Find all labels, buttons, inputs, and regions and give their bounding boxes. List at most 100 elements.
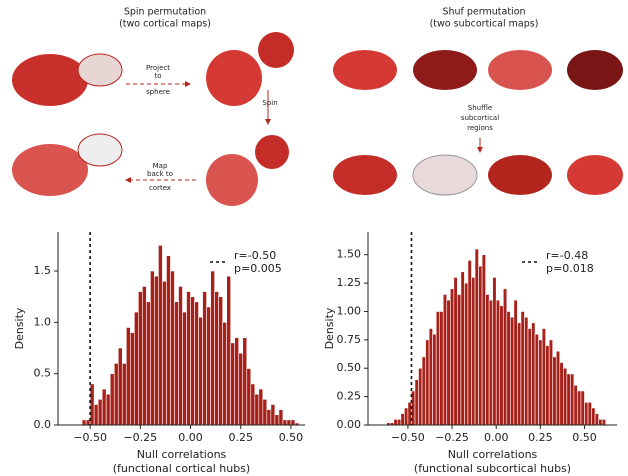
structure-icon [413, 50, 477, 90]
bar [553, 357, 557, 425]
bar [239, 353, 243, 425]
bar [577, 391, 581, 425]
structure-icon [488, 50, 552, 90]
bar [235, 338, 239, 425]
bar [546, 346, 550, 425]
bar [468, 260, 472, 425]
bar [255, 394, 259, 425]
bar [243, 338, 247, 425]
panel-title: (two subcortical maps) [430, 19, 539, 30]
bar [563, 368, 567, 425]
figure: Spin permutation (two cortical maps) Pro… [0, 0, 628, 476]
bar [503, 289, 507, 425]
bar [106, 394, 110, 425]
bar [585, 402, 589, 425]
bar [114, 363, 118, 425]
bar [130, 333, 134, 425]
bar [581, 391, 585, 425]
bar [166, 256, 170, 425]
bar [507, 311, 511, 425]
annotation: p=0.005 [234, 262, 282, 275]
bar [158, 245, 162, 425]
annotation: p=0.018 [546, 262, 594, 275]
annotation: r=-0.48 [546, 249, 588, 262]
bar [479, 266, 483, 425]
bar [397, 419, 401, 425]
spin-diagram: Spin permutation (two cortical maps) Pro… [12, 7, 294, 207]
bar [138, 292, 142, 425]
x-axis-label: Null correlations [448, 448, 538, 461]
bar [599, 419, 603, 425]
panel-title: Shuf permutation [442, 7, 525, 18]
y-tick-label: 0.5 [34, 367, 52, 380]
structure-icon [567, 155, 623, 195]
bar [521, 311, 525, 425]
bar [496, 300, 500, 425]
step-label: to [154, 72, 161, 80]
step-label: back to [147, 170, 173, 178]
bar [556, 351, 560, 425]
y-tick-label: 0.50 [337, 361, 362, 374]
bar [259, 389, 263, 425]
bar [592, 408, 596, 425]
bar [401, 414, 405, 425]
bar [535, 334, 539, 425]
step-label: regions [467, 124, 493, 132]
bar [94, 404, 98, 425]
bar [271, 404, 275, 425]
bar [287, 420, 291, 425]
bar [588, 402, 592, 425]
x-axis-label: (functional cortical hubs) [113, 462, 250, 475]
y-tick-label: 1.0 [34, 315, 52, 328]
bar [447, 300, 451, 425]
bar [150, 271, 154, 425]
bar [457, 294, 461, 425]
bar [404, 408, 408, 425]
step-label: subcortical [461, 114, 499, 122]
bar [283, 420, 287, 425]
x-tick-label: 0.00 [484, 431, 509, 444]
bar [279, 410, 283, 425]
bar [567, 374, 571, 425]
bar [178, 286, 182, 425]
bar [514, 300, 518, 425]
bar [223, 322, 227, 425]
bar [227, 276, 231, 425]
bar [517, 323, 521, 425]
bar [450, 289, 454, 425]
y-tick-label: 1.25 [337, 276, 362, 289]
bar [394, 419, 398, 425]
bar [489, 300, 493, 425]
bar [82, 420, 86, 425]
y-tick-label: 0.0 [34, 418, 52, 431]
step-label: Shuffle [468, 104, 492, 112]
x-axis-label: Null correlations [137, 448, 227, 461]
annotation: r=-0.50 [234, 249, 276, 262]
bar [429, 329, 433, 426]
step-label: Spin [262, 99, 277, 107]
x-tick-label: 0.50 [572, 431, 597, 444]
bar [118, 348, 122, 425]
bar [528, 329, 532, 426]
bar [191, 297, 195, 425]
bar [454, 277, 458, 425]
y-tick-label: 0.25 [337, 390, 362, 403]
bar [203, 292, 207, 425]
structure-icon [567, 50, 623, 90]
x-tick-label: 0.50 [279, 431, 304, 444]
bar [443, 294, 447, 425]
bar [110, 374, 114, 425]
bar [207, 307, 211, 425]
bar [146, 302, 150, 425]
bar [415, 380, 419, 425]
x-tick-label: 0.00 [178, 431, 203, 444]
panel-title: (two cortical maps) [119, 19, 211, 30]
sphere-icon [206, 50, 262, 106]
bar [574, 385, 578, 425]
bar [560, 363, 564, 425]
bar [486, 294, 490, 425]
structure-icon [333, 155, 397, 195]
sphere-icon [258, 32, 294, 68]
bar [187, 292, 191, 425]
bar [219, 297, 223, 425]
